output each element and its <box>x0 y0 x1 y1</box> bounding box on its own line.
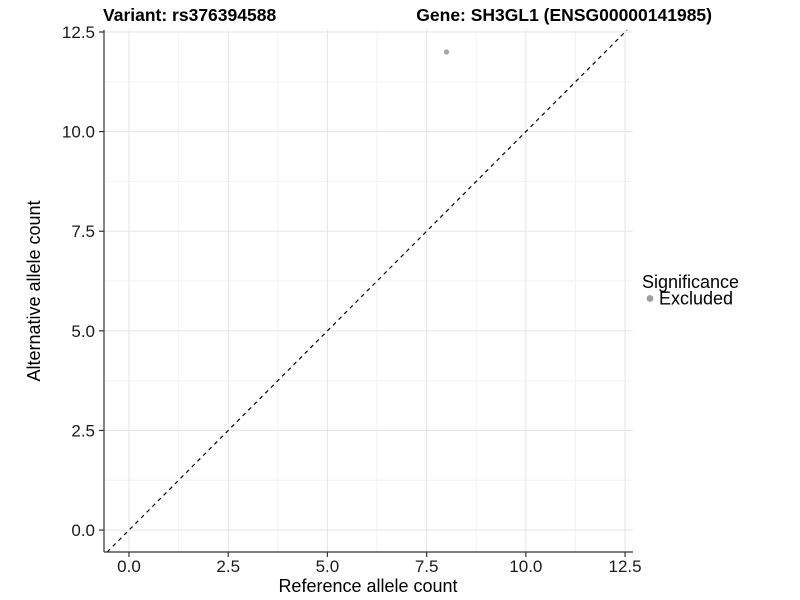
y-tick-label: 0.0 <box>71 521 95 540</box>
y-tick-label: 12.5 <box>62 23 95 42</box>
y-axis-title: Alternative allele count <box>24 200 44 381</box>
legend: Significance Excluded <box>642 272 739 309</box>
x-tick-label: 5.0 <box>316 557 340 576</box>
x-tick-label: 10.0 <box>509 557 542 576</box>
y-tick-label: 2.5 <box>71 421 95 440</box>
x-tick-label: 7.5 <box>415 557 439 576</box>
identity-reference-line <box>106 29 628 553</box>
plot-panel: 0.0 2.5 5.0 7.5 10.0 12.5 0.0 2.5 5.0 7.5 10.0 12.5 <box>62 23 642 576</box>
legend-label-excluded: Excluded <box>659 289 733 309</box>
x-tick-label: 2.5 <box>216 557 240 576</box>
x-tick-label: 0.0 <box>117 557 141 576</box>
legend-key-excluded-icon <box>646 295 654 302</box>
data-point <box>443 49 450 55</box>
x-tick-label: 12.5 <box>609 557 642 576</box>
gene-title: Gene: SH3GL1 (ENSG00000141985) <box>416 5 712 25</box>
legend-title: Significance <box>642 272 739 292</box>
y-tick-label: 5.0 <box>71 322 95 341</box>
y-tick-label: 7.5 <box>71 222 95 241</box>
variant-title: Variant: rs376394588 <box>103 5 276 25</box>
y-tick-label: 10.0 <box>62 123 95 142</box>
x-axis-title: Reference allele count <box>278 576 457 596</box>
